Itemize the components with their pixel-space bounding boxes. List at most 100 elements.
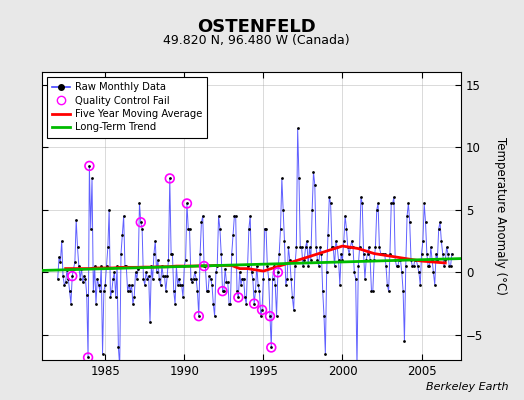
Point <box>202 288 211 294</box>
Point <box>419 238 427 244</box>
Point <box>84 354 92 361</box>
Point <box>366 257 374 263</box>
Point <box>148 276 157 282</box>
Point <box>416 282 424 288</box>
Point <box>371 244 379 250</box>
Point <box>408 263 417 269</box>
Point <box>137 219 145 226</box>
Point <box>163 273 171 279</box>
Point <box>159 273 167 279</box>
Point <box>283 276 291 282</box>
Point <box>137 219 145 226</box>
Point <box>250 300 258 307</box>
Point <box>72 216 80 223</box>
Point <box>246 213 254 219</box>
Point <box>225 300 233 307</box>
Point <box>109 276 117 282</box>
Point <box>377 250 385 257</box>
Point <box>232 213 240 219</box>
Point <box>370 257 378 263</box>
Point <box>53 276 62 282</box>
Point <box>305 244 314 250</box>
Point <box>106 294 115 300</box>
Point <box>161 288 170 294</box>
Point <box>192 276 200 282</box>
Point <box>317 250 325 257</box>
Point <box>84 354 92 361</box>
Point <box>222 279 231 286</box>
Point <box>66 288 74 294</box>
Point <box>311 182 319 188</box>
Point <box>295 175 303 182</box>
Point <box>249 276 257 282</box>
Point <box>362 257 370 263</box>
Point <box>324 232 332 238</box>
Point <box>194 313 203 319</box>
Point <box>219 288 227 294</box>
Point <box>412 257 420 263</box>
Point <box>64 276 72 282</box>
Point <box>170 288 178 294</box>
Point <box>199 213 207 219</box>
Point <box>97 263 105 269</box>
Point <box>126 288 135 294</box>
Point <box>58 238 66 244</box>
Point <box>262 225 270 232</box>
Point <box>100 288 108 294</box>
Point <box>299 263 307 269</box>
Point <box>110 269 118 276</box>
Point <box>234 294 243 300</box>
Point <box>378 250 386 257</box>
Point <box>180 263 189 269</box>
Point <box>432 250 440 257</box>
Point <box>406 219 414 226</box>
Point <box>245 225 253 232</box>
Point <box>125 282 133 288</box>
Point <box>56 259 64 266</box>
Point <box>140 282 149 288</box>
Point <box>436 219 444 226</box>
Point <box>266 313 274 319</box>
Text: Berkeley Earth: Berkeley Earth <box>426 382 508 392</box>
Point <box>127 282 136 288</box>
Point <box>344 244 352 250</box>
Point <box>139 276 148 282</box>
Legend: Raw Monthly Data, Quality Control Fail, Five Year Moving Average, Long-Term Tren: Raw Monthly Data, Quality Control Fail, … <box>47 77 208 138</box>
Point <box>390 194 398 200</box>
Point <box>69 265 78 272</box>
Point <box>147 263 156 269</box>
Point <box>330 263 339 269</box>
Point <box>280 238 289 244</box>
Point <box>71 259 79 266</box>
Point <box>336 282 344 288</box>
Point <box>439 250 447 257</box>
Point <box>398 269 406 276</box>
Point <box>85 163 94 169</box>
Point <box>185 225 194 232</box>
Point <box>278 175 286 182</box>
Point <box>386 250 394 257</box>
Point <box>441 257 450 263</box>
Point <box>63 267 71 273</box>
Point <box>200 263 208 269</box>
Point <box>242 300 250 307</box>
Y-axis label: Temperature Anomaly (°C): Temperature Anomaly (°C) <box>494 137 507 295</box>
Point <box>89 288 97 294</box>
Point <box>257 313 265 319</box>
Point <box>165 257 173 263</box>
Point <box>150 250 158 257</box>
Point <box>260 225 269 232</box>
Point <box>130 294 138 300</box>
Point <box>373 206 381 213</box>
Point <box>382 263 390 269</box>
Point <box>272 313 281 319</box>
Point <box>292 244 301 250</box>
Point <box>300 257 309 263</box>
Point <box>81 276 90 282</box>
Point <box>253 263 261 269</box>
Point <box>399 288 407 294</box>
Point <box>274 269 282 276</box>
Point <box>166 175 174 182</box>
Point <box>425 263 434 269</box>
Point <box>143 276 151 282</box>
